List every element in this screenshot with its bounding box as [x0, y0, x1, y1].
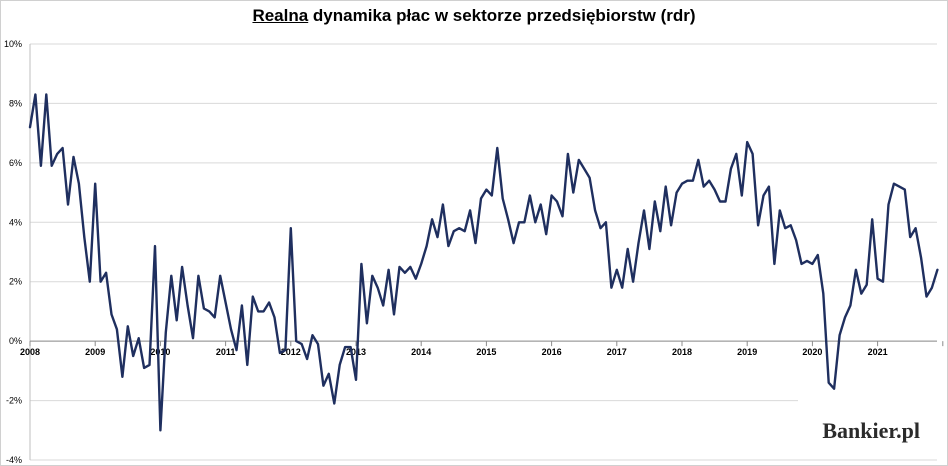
y-tick-label: -4%: [6, 455, 22, 465]
y-tick-label: -2%: [6, 396, 22, 406]
x-tick-label: 2017: [607, 347, 627, 357]
grid: [30, 43, 937, 461]
chart-title-underlined: Realna: [252, 6, 309, 25]
x-tick-label: 2018: [672, 347, 692, 357]
series-line: [28, 93, 939, 432]
x-tick-label: 2019: [737, 347, 757, 357]
x-tick-label: 2014: [411, 347, 431, 357]
chart-title-rest: dynamika płac w sektorze przedsiębiorstw…: [308, 6, 696, 25]
x-tick-label: 2012: [281, 347, 301, 357]
x-tick-label: 2010: [150, 347, 170, 357]
y-tick-label: 2%: [9, 277, 22, 287]
series-layer: [28, 93, 939, 432]
x-tick-label: 2008: [20, 347, 40, 357]
x-tick-label: 2016: [542, 347, 562, 357]
y-tick-label: 10%: [4, 39, 22, 49]
x-tick-label: 2009: [85, 347, 105, 357]
y-tick-label: 0%: [9, 336, 22, 346]
x-tick-label: 2013: [346, 347, 366, 357]
chart-title: Realna dynamika płac w sektorze przedsię…: [0, 6, 948, 26]
y-tick-label: 4%: [9, 217, 22, 227]
x-tick-label: 2011: [216, 347, 236, 357]
x-tick-label: 2021: [868, 347, 888, 357]
bankier-logo: Bankier.pl: [822, 418, 920, 443]
axes: -4% -2% 0% 2% 4% 6% 8% 10% 2008 2009 2010 2011 2012 2…: [4, 39, 944, 465]
x-tick-label: 2015: [476, 347, 496, 357]
y-tick-label: 8%: [9, 98, 22, 108]
x-tick-label: 2020: [802, 347, 822, 357]
y-tick-label: 6%: [9, 158, 22, 168]
